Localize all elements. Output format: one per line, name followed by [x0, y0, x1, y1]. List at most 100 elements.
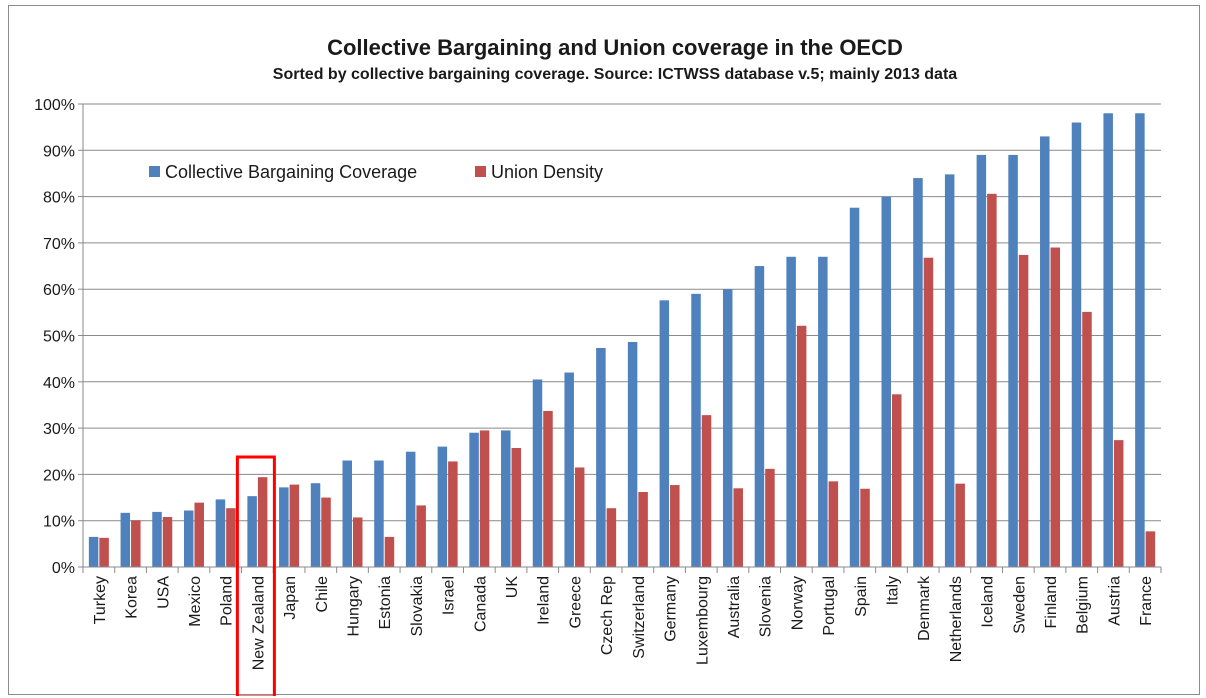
x-tick-label: Portugal	[821, 576, 838, 636]
bar-union-density	[733, 488, 743, 567]
chart-subtitle: Sorted by collective bargaining coverage…	[273, 66, 957, 83]
y-tick-label: 10%	[43, 514, 75, 531]
bar-union-density	[1018, 254, 1029, 568]
x-tick-label: Slovenia	[758, 576, 775, 637]
bar-collective-bargaining	[881, 196, 891, 567]
x-tick-label: Finland	[1043, 576, 1060, 628]
x-tick-label: Norway	[789, 576, 806, 630]
legend-swatch	[149, 166, 160, 177]
x-tick-label: Switzerland	[631, 576, 648, 659]
x-tick-label: Japan	[282, 576, 299, 620]
x-tick-label: Czech Rep	[599, 576, 616, 655]
y-axis-ticks: 0% 10% 20% 30% 40% 50% 60% 70% 80% 90% 100%	[34, 97, 83, 577]
x-tick-label: Sweden	[1011, 576, 1028, 634]
x-tick-label: Hungary	[346, 576, 363, 636]
y-tick-label: 0%	[52, 560, 75, 577]
bar-collective-bargaining	[722, 289, 733, 567]
bar-union-density	[162, 516, 173, 567]
bar-union-density	[1145, 531, 1156, 567]
y-tick-label: 20%	[43, 467, 75, 484]
bar-union-density	[606, 508, 617, 567]
x-tick-label: Korea	[124, 576, 141, 619]
bar-union-density	[226, 508, 236, 567]
x-tick-label: Mexico	[187, 576, 204, 627]
bar-union-density	[511, 448, 522, 567]
bar-union-density	[543, 410, 553, 567]
x-tick-label: Poland	[219, 576, 236, 626]
bar-collective-bargaining	[374, 460, 384, 567]
x-tick-label: France	[1138, 576, 1155, 626]
x-tick-label: USA	[155, 576, 172, 609]
bar-collective-bargaining	[596, 348, 606, 567]
bar-collective-bargaining	[469, 432, 479, 567]
bar-collective-bargaining	[691, 293, 701, 567]
bar-collective-bargaining	[1071, 122, 1082, 568]
bar-union-density	[448, 461, 458, 567]
x-tick-label: Germany	[663, 576, 680, 642]
bar-union-density	[416, 505, 426, 567]
bar-union-density	[987, 193, 997, 567]
bar-collective-bargaining	[976, 154, 987, 567]
bar-union-density	[99, 537, 109, 567]
legend-swatch	[475, 166, 486, 177]
y-tick-label: 80%	[43, 190, 75, 207]
bar-union-density	[701, 415, 712, 567]
x-tick-label: Iceland	[980, 576, 997, 628]
chart-frame: Collective Bargaining and Union coverage…	[8, 5, 1200, 696]
x-axis	[82, 104, 1162, 573]
x-tick-label: Spain	[853, 576, 870, 617]
bar-collective-bargaining	[1008, 154, 1018, 567]
bar-collective-bargaining	[437, 446, 448, 567]
bars	[88, 113, 1156, 568]
x-tick-label: Greece	[567, 576, 584, 629]
legend-box	[133, 152, 653, 192]
bar-collective-bargaining	[564, 372, 574, 567]
bar-union-density	[1113, 440, 1124, 567]
bar-union-density	[479, 430, 490, 567]
bar-union-density	[321, 497, 331, 567]
bar-union-density	[257, 477, 268, 567]
annotations	[235, 455, 276, 696]
bar-union-density	[765, 468, 775, 567]
legend: Collective Bargaining Coverage Union Dens…	[133, 152, 653, 192]
x-tick-label: Denmark	[916, 575, 933, 641]
bar-union-density	[1082, 311, 1092, 567]
x-tick-label: Austria	[1106, 576, 1123, 626]
y-tick-label: 40%	[43, 375, 75, 392]
highlight-box	[235, 455, 276, 696]
bar-union-density	[796, 325, 807, 567]
bar-collective-bargaining	[215, 499, 226, 567]
bar-collective-bargaining	[1135, 113, 1145, 567]
bar-union-density	[860, 488, 870, 567]
bar-union-density	[131, 520, 141, 567]
bar-collective-bargaining	[310, 483, 321, 567]
legend-label: Collective Bargaining Coverage	[165, 162, 417, 182]
bar-union-density	[892, 394, 902, 567]
chart-title: Collective Bargaining and Union coverage…	[327, 35, 903, 60]
x-tick-label: New Zealand	[250, 576, 267, 670]
bar-collective-bargaining	[944, 174, 955, 567]
y-tick-label: 90%	[43, 143, 75, 160]
y-tick-label: 50%	[43, 329, 75, 346]
bar-collective-bargaining	[786, 256, 796, 567]
bar-collective-bargaining	[405, 451, 416, 567]
bar-collective-bargaining	[754, 266, 765, 567]
x-tick-label: Ireland	[536, 576, 553, 625]
x-tick-label: Israel	[441, 576, 458, 615]
legend-label: Union Density	[491, 162, 603, 182]
bar-collective-bargaining	[1103, 113, 1113, 567]
y-tick-label: 70%	[43, 236, 75, 253]
bar-collective-bargaining	[659, 300, 670, 567]
x-tick-label: Estonia	[377, 576, 394, 629]
y-tick-label: 100%	[34, 97, 75, 114]
bar-collective-bargaining	[849, 207, 860, 567]
x-tick-label: Italy	[885, 576, 902, 605]
bar-union-density	[289, 484, 300, 567]
y-tick-label: 60%	[43, 282, 75, 299]
bar-union-density	[574, 467, 585, 567]
y-tick-label: 30%	[43, 421, 75, 438]
bar-collective-bargaining	[88, 536, 99, 567]
bar-union-density	[384, 536, 395, 567]
x-tick-label: Netherlands	[948, 576, 965, 662]
bar-union-density	[194, 502, 204, 567]
